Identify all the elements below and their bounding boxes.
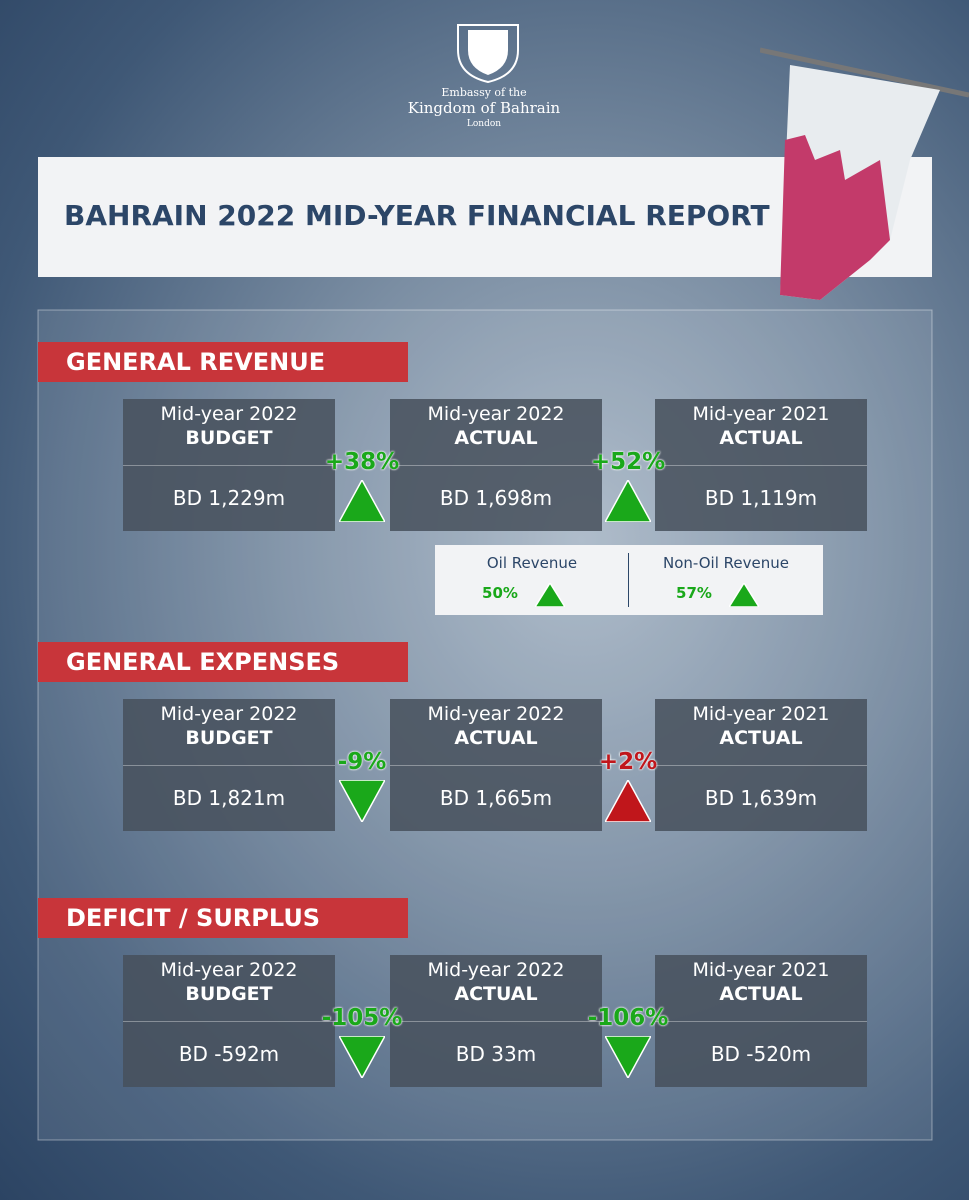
breakdown-label: Oil Revenue	[486, 554, 578, 572]
period: Mid-year 2022	[427, 703, 565, 725]
section-title: DEFICIT / SURPLUS	[38, 898, 408, 938]
value: BD 1,639m	[704, 786, 818, 810]
card-header: Mid-year 2022 ACTUAL	[390, 955, 602, 1022]
section-title: GENERAL EXPENSES	[38, 642, 408, 682]
arrow	[535, 583, 565, 607]
period: Mid-year 2022	[160, 403, 298, 425]
arrow	[729, 583, 759, 607]
kind: BUDGET	[185, 727, 273, 749]
kind: BUDGET	[185, 983, 273, 1005]
arrow	[605, 480, 651, 522]
change: +38%	[324, 449, 400, 475]
arrow	[605, 1036, 651, 1078]
kind: ACTUAL	[719, 983, 803, 1005]
change: -9%	[337, 749, 387, 775]
kind: ACTUAL	[719, 427, 803, 449]
card-header: Mid-year 2022 ACTUAL	[390, 699, 602, 766]
period: Mid-year 2021	[692, 959, 830, 981]
arrow	[339, 480, 385, 522]
card: Mid-year 2021 ACTUAL BD -520m	[655, 955, 867, 1087]
period: Mid-year 2022	[427, 403, 565, 425]
card: Mid-year 2021 ACTUAL BD 1,639m	[655, 699, 867, 831]
card: Mid-year 2022 ACTUAL BD 33m	[390, 955, 602, 1087]
breakdown-value: 50%	[482, 584, 518, 602]
change: +2%	[598, 749, 658, 775]
embassy: Embassy of the Kingdom of Bahrain London	[384, 86, 584, 129]
flag	[760, 47, 969, 300]
crest	[457, 24, 519, 84]
breakdown: Oil Revenue 50% Non-Oil Revenue 57%	[435, 545, 823, 615]
value: BD 1,229m	[172, 486, 286, 510]
arrow	[339, 1036, 385, 1078]
value: BD -520m	[710, 1042, 812, 1066]
value: BD 1,119m	[704, 486, 818, 510]
card-header: Mid-year 2022 ACTUAL	[390, 399, 602, 466]
kind: ACTUAL	[454, 983, 538, 1005]
divider	[628, 553, 629, 607]
period: Mid-year 2021	[692, 703, 830, 725]
change: +52%	[590, 449, 666, 475]
card-header: Mid-year 2022 BUDGET	[123, 955, 335, 1022]
card-header: Mid-year 2021 ACTUAL	[655, 699, 867, 766]
period: Mid-year 2021	[692, 403, 830, 425]
embassy-line: Kingdom of Bahrain	[407, 99, 561, 117]
breakdown-value: 57%	[676, 584, 712, 602]
arrow	[605, 780, 651, 822]
card-header: Mid-year 2021 ACTUAL	[655, 955, 867, 1022]
card-header: Mid-year 2021 ACTUAL	[655, 399, 867, 466]
embassy-line: London	[466, 119, 502, 129]
value: BD -592m	[178, 1042, 280, 1066]
kind: ACTUAL	[454, 427, 538, 449]
card: Mid-year 2022 BUDGET BD 1,229m	[123, 399, 335, 531]
card: Mid-year 2022 BUDGET BD -592m	[123, 955, 335, 1087]
crest-shield	[468, 30, 508, 75]
card: Mid-year 2022 ACTUAL BD 1,698m	[390, 399, 602, 531]
card: Mid-year 2021 ACTUAL BD 1,119m	[655, 399, 867, 531]
change: -105%	[321, 1005, 403, 1031]
breakdown-label: Non-Oil Revenue	[663, 554, 789, 572]
value: BD 1,665m	[439, 786, 553, 810]
period: Mid-year 2022	[427, 959, 565, 981]
kind: BUDGET	[185, 427, 273, 449]
value: BD 1,821m	[172, 786, 286, 810]
card: Mid-year 2022 ACTUAL BD 1,665m	[390, 699, 602, 831]
kind: ACTUAL	[719, 727, 803, 749]
card-header: Mid-year 2022 BUDGET	[123, 699, 335, 766]
embassy-line: Embassy of the	[441, 86, 527, 99]
period: Mid-year 2022	[160, 959, 298, 981]
section-title: GENERAL REVENUE	[38, 342, 408, 382]
card-header: Mid-year 2022 BUDGET	[123, 399, 335, 466]
kind: ACTUAL	[454, 727, 538, 749]
arrow	[339, 780, 385, 822]
title: BAHRAIN 2022 MID-YEAR FINANCIAL REPORT	[64, 199, 770, 232]
card: Mid-year 2022 BUDGET BD 1,821m	[123, 699, 335, 831]
change: -106%	[587, 1005, 669, 1031]
value: BD 1,698m	[439, 486, 553, 510]
value: BD 33m	[455, 1042, 537, 1066]
period: Mid-year 2022	[160, 703, 298, 725]
